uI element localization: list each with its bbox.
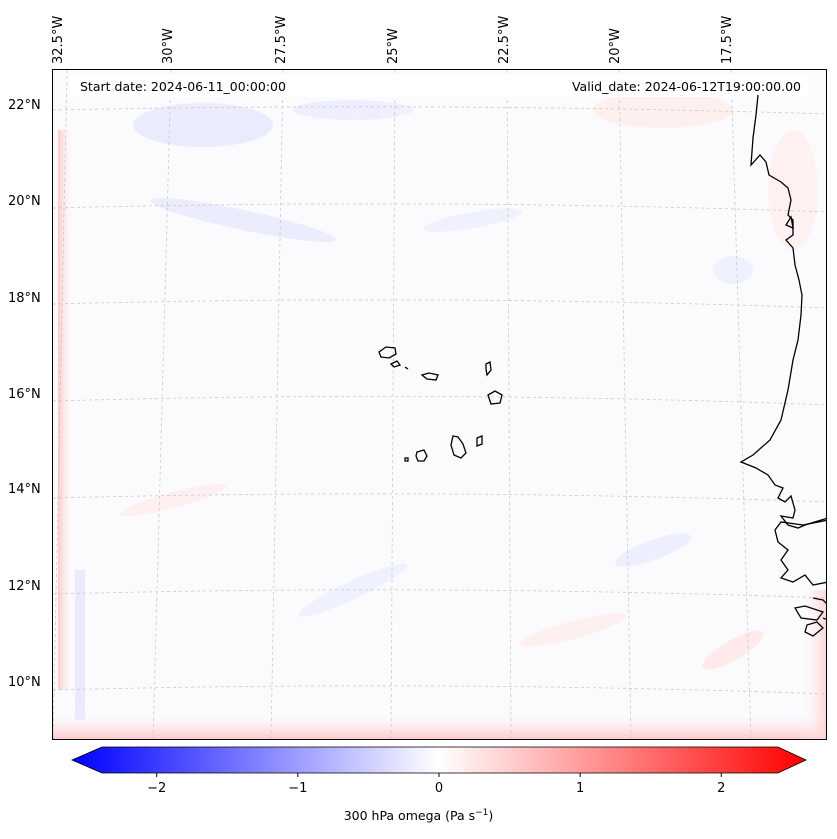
parallel-line [53,299,826,309]
coastline-fragment [822,617,826,620]
coastline-mauritania-senegal [739,94,826,529]
colorbar-body [70,746,807,774]
lon-label-17-5w: 17.5°W [720,15,735,64]
lat-label-22n: 22°N [8,98,41,113]
parallel-line [53,203,826,213]
positive-omega-patch [768,130,818,250]
parallel-line [53,589,826,599]
lon-label-27-5w: 27.5°W [274,15,289,64]
coastline-bijagos-islands [793,605,825,621]
africa-coastline [739,94,826,637]
meridian-line [506,70,512,739]
coastline-guinea-bissau [774,519,826,586]
graticule [53,70,826,739]
meridian-line [270,70,284,739]
parallel-line [53,493,826,503]
coastline-bijagos-islands [804,621,824,637]
positive-omega-patch [593,92,733,128]
negative-omega-patch [713,256,753,284]
island-sal [485,361,492,377]
map-panel[interactable]: Start date: 2024-06-11_00:00:00 Valid_da… [52,69,827,740]
negative-omega-patch [133,103,273,147]
island-brava [404,457,409,462]
lon-label-32-5w: 32.5°W [51,15,66,64]
coastline-guinea [812,597,826,604]
meridian-line [618,70,632,739]
meridian-line [152,70,172,739]
colorbar-caption-text: 300 hPa omega (Pa s [343,808,476,824]
colorbar-tick-label: 2 [717,781,726,796]
meridian-line [53,70,68,739]
map-svg: Start date: 2024-06-11_00:00:00 Valid_da… [53,70,826,739]
island-santa-luzia [404,366,409,370]
positive-omega-left-strip [58,130,74,690]
colorbar-caption-close: ) [488,808,494,824]
lat-label-14n: 14°N [8,482,41,497]
colorbar-tick-label: −2 [147,781,167,796]
positive-omega-bottom-strip [53,710,826,739]
lon-label-22-5w: 22.5°W [497,15,512,64]
colorbar-tick-label: 0 [434,781,444,796]
negative-omega-patch [423,208,523,232]
meridian-line [390,70,396,739]
negative-omega-patch [150,197,336,243]
lat-label-20n: 20°N [8,194,41,209]
negative-omega-patch [293,100,413,120]
lat-label-10n: 10°N [8,675,41,690]
parallel-line [53,685,826,695]
parallel-line [53,106,826,115]
lon-label-25w: 25°W [386,28,401,64]
colorbar-caption: 300 hPa omega (Pa s−1) [0,808,837,823]
colorbar-tick-label: −1 [288,781,308,796]
island-santo-antao [378,346,397,359]
lat-label-16n: 16°N [8,387,41,402]
cape-verde-islands [378,346,503,462]
colorbar-ticks [156,773,722,777]
colorbar-tick-label: 1 [576,781,585,796]
valid-date-label: Valid_date: 2024-06-12T19:00:00.00 [572,79,801,94]
negative-omega-left-strip [75,570,85,720]
island-maio [476,435,483,447]
lon-label-30w: 30°W [161,28,176,64]
colorbar-caption-exponent: −1 [475,808,489,818]
colorbar-svg [70,746,807,777]
island-boa-vista [487,390,503,405]
header-box [69,75,808,97]
positive-omega-patch [119,483,227,517]
coastline-inlet [785,215,794,230]
negative-omega-patch [615,533,691,567]
omega-field-background [53,70,826,739]
parallel-line [53,395,826,406]
positive-omega-patch [519,613,627,647]
lon-label-20w: 20°W [608,28,623,64]
island-santiago [450,435,467,459]
island-sao-nicolau [420,372,439,381]
start-date-label: Start date: 2024-06-11_00:00:00 [80,79,286,94]
lat-label-12n: 12°N [8,579,41,594]
meridian-line [730,70,752,739]
island-fogo [415,449,428,462]
lat-label-18n: 18°N [8,291,41,306]
island-sao-vicente [389,360,402,368]
